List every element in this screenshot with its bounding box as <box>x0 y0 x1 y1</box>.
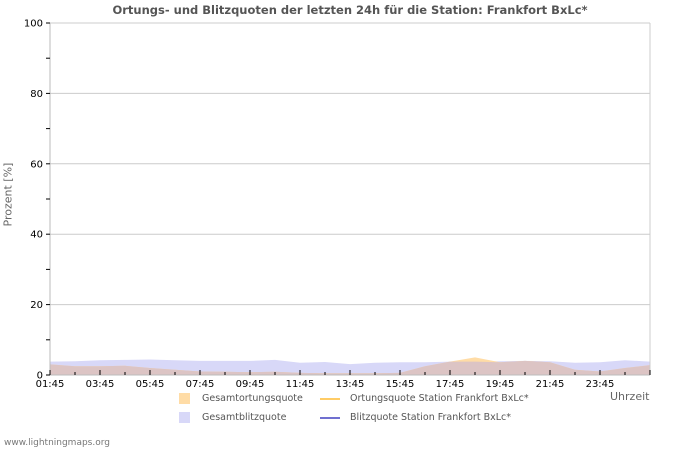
x-tick-label: 15:45 <box>386 379 415 390</box>
legend-label: Blitzquote Station Frankfort BxLc* <box>350 412 511 423</box>
x-tick-label: 17:45 <box>436 379 465 390</box>
y-tick-label: 60 <box>30 159 43 170</box>
x-tick-label: 05:45 <box>136 379 165 390</box>
x-tick-label: 01:45 <box>36 379 65 390</box>
footer-link[interactable]: www.lightningmaps.org <box>4 438 110 448</box>
chart-title: Ortungs- und Blitzquoten der letzten 24h… <box>112 3 588 17</box>
legend-swatch-icon <box>179 393 190 404</box>
x-tick-label: 19:45 <box>486 379 515 390</box>
legend-swatch-icon <box>179 412 190 423</box>
x-tick-label: 13:45 <box>336 379 365 390</box>
legend-label: Gesamtblitzquote <box>202 412 287 423</box>
y-tick-label: 100 <box>24 19 43 30</box>
legend-line-icon <box>320 416 340 419</box>
x-tick-label: 09:45 <box>236 379 265 390</box>
x-tick-label: 07:45 <box>186 379 215 390</box>
axes <box>46 22 651 376</box>
gridlines <box>50 22 650 306</box>
legend-item-blitzquote-station: Blitzquote Station Frankfort BxLc* <box>320 412 511 423</box>
legend-label: Gesamtortungsquote <box>202 393 303 404</box>
y-tick-label: 80 <box>30 89 43 100</box>
x-tick-label: 03:45 <box>86 379 115 390</box>
y-tick-labels: 0 20 40 60 80 100 <box>24 19 43 382</box>
x-tick-label: 21:45 <box>536 379 565 390</box>
legend-item-gesamtblitzquote: Gesamtblitzquote <box>179 412 286 423</box>
legend-item-gesamtortungsquote: Gesamtortungsquote <box>179 393 303 404</box>
legend-label: Ortungsquote Station Frankfort BxLc* <box>350 393 529 404</box>
y-tick-label: 0 <box>37 371 43 382</box>
x-tick-labels: 01:45 03:45 05:45 07:45 09:45 11:45 13:45 15:45… <box>36 379 615 390</box>
plot-area: 0 20 40 60 80 100 01:45 03:45 05:45 07:45 09:45 11… <box>24 19 651 390</box>
y-tick-label: 20 <box>30 300 43 311</box>
x-axis-label: Uhrzeit <box>610 390 650 403</box>
legend-item-ortungsquote-station: Ortungsquote Station Frankfort BxLc* <box>320 393 529 404</box>
y-tick-label: 40 <box>30 230 43 241</box>
x-tick-label: 11:45 <box>286 379 315 390</box>
legend-line-icon <box>320 397 340 400</box>
x-tick-label: 23:45 <box>586 379 615 390</box>
